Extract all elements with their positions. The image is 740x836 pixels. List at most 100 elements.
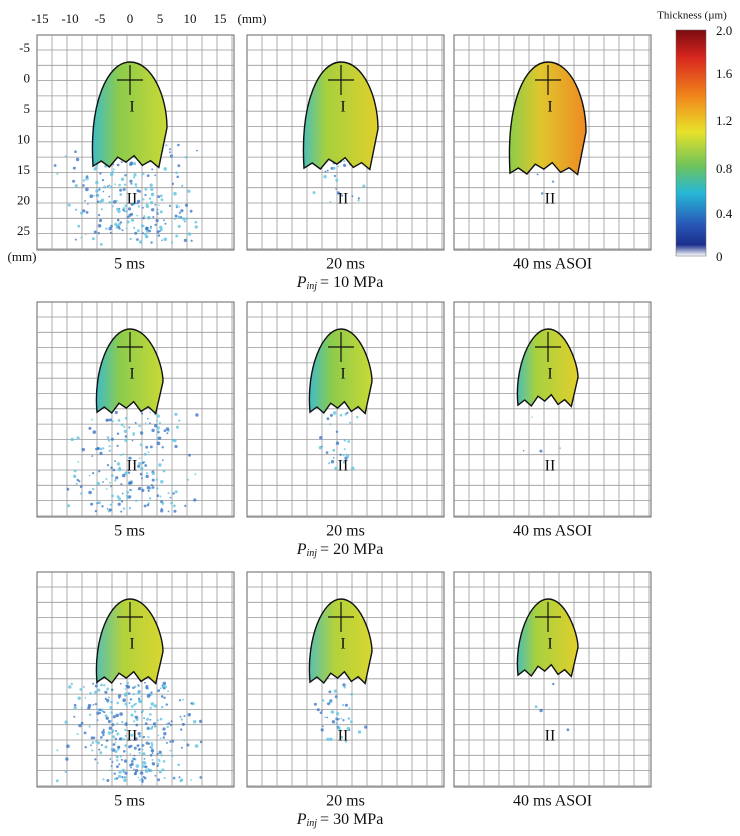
droplet <box>65 757 69 761</box>
droplet <box>144 464 148 467</box>
droplet <box>157 689 161 692</box>
droplet <box>340 735 344 739</box>
droplet <box>164 222 167 225</box>
droplet <box>325 451 329 454</box>
droplet <box>145 686 148 690</box>
spray-film <box>508 61 587 176</box>
pressure-symbol: P <box>296 811 307 828</box>
droplet <box>96 502 99 505</box>
y-tick-label: 10 <box>17 131 30 146</box>
droplet <box>141 764 145 768</box>
droplet <box>91 741 95 744</box>
x-tick-label: 15 <box>214 11 227 26</box>
droplet <box>169 151 171 154</box>
droplet <box>111 205 114 208</box>
droplet <box>154 203 157 206</box>
droplet <box>121 768 125 772</box>
droplet <box>88 490 92 495</box>
droplet <box>96 200 100 203</box>
droplet <box>101 505 104 508</box>
droplet <box>357 730 362 734</box>
droplet <box>328 690 332 694</box>
droplet <box>157 719 159 722</box>
droplet <box>170 501 174 505</box>
pressure-value: = 10 MPa <box>320 274 383 291</box>
droplet <box>109 418 112 422</box>
droplet <box>90 744 92 747</box>
droplet <box>160 754 163 757</box>
x-tick-label: -15 <box>31 11 48 26</box>
droplet <box>90 502 93 506</box>
droplet <box>157 436 162 440</box>
droplet <box>156 212 159 215</box>
droplet <box>127 686 130 688</box>
droplet <box>120 423 124 427</box>
droplet <box>105 478 108 480</box>
droplet <box>142 735 145 739</box>
droplet <box>118 770 122 774</box>
droplet <box>185 217 188 220</box>
droplet <box>186 743 190 747</box>
droplet <box>115 777 119 780</box>
droplet <box>91 237 95 241</box>
droplet <box>94 510 97 513</box>
droplet <box>334 466 338 471</box>
droplet <box>147 417 149 420</box>
droplet <box>108 184 111 187</box>
droplet <box>162 681 167 686</box>
droplet <box>157 195 161 199</box>
droplet <box>120 161 123 164</box>
x-tick-label: -10 <box>61 11 78 26</box>
droplet <box>143 758 146 760</box>
droplet <box>122 188 126 191</box>
droplet <box>112 743 116 746</box>
droplet <box>339 453 342 456</box>
droplet <box>142 710 144 712</box>
droplet <box>329 737 333 741</box>
droplet <box>80 706 83 709</box>
droplet <box>183 220 187 223</box>
droplet <box>333 174 336 178</box>
droplet <box>144 769 149 774</box>
colorbar <box>675 29 707 257</box>
droplet <box>137 684 140 687</box>
droplet <box>126 215 130 219</box>
region-label: II <box>127 458 138 475</box>
droplet <box>143 504 147 508</box>
droplet <box>324 716 326 719</box>
region-label: II <box>127 191 138 208</box>
droplet <box>145 226 149 230</box>
droplet <box>128 456 132 460</box>
droplet <box>349 421 352 424</box>
droplet <box>184 504 187 507</box>
droplet <box>100 708 104 712</box>
colorbar-tick-label: 0.8 <box>716 161 732 176</box>
droplet <box>142 206 145 209</box>
droplet <box>104 690 108 694</box>
droplet <box>160 480 164 484</box>
droplet <box>110 224 113 228</box>
droplet <box>120 510 123 513</box>
droplet <box>178 419 181 422</box>
droplet <box>133 720 136 723</box>
droplet <box>112 200 117 204</box>
droplet <box>131 218 135 222</box>
droplet <box>147 451 150 453</box>
droplet <box>112 168 115 171</box>
droplet <box>117 694 122 698</box>
droplet <box>101 730 105 735</box>
droplet <box>351 195 354 198</box>
droplet <box>313 702 317 706</box>
droplet <box>332 411 337 415</box>
droplet <box>344 740 347 743</box>
droplet <box>79 688 83 691</box>
droplet <box>144 232 147 236</box>
droplet <box>104 745 108 749</box>
droplet <box>364 725 368 729</box>
droplet <box>187 713 191 717</box>
droplet <box>117 225 121 229</box>
droplet <box>336 712 340 716</box>
droplet <box>96 741 100 745</box>
droplet <box>108 508 112 512</box>
droplet <box>110 688 114 692</box>
